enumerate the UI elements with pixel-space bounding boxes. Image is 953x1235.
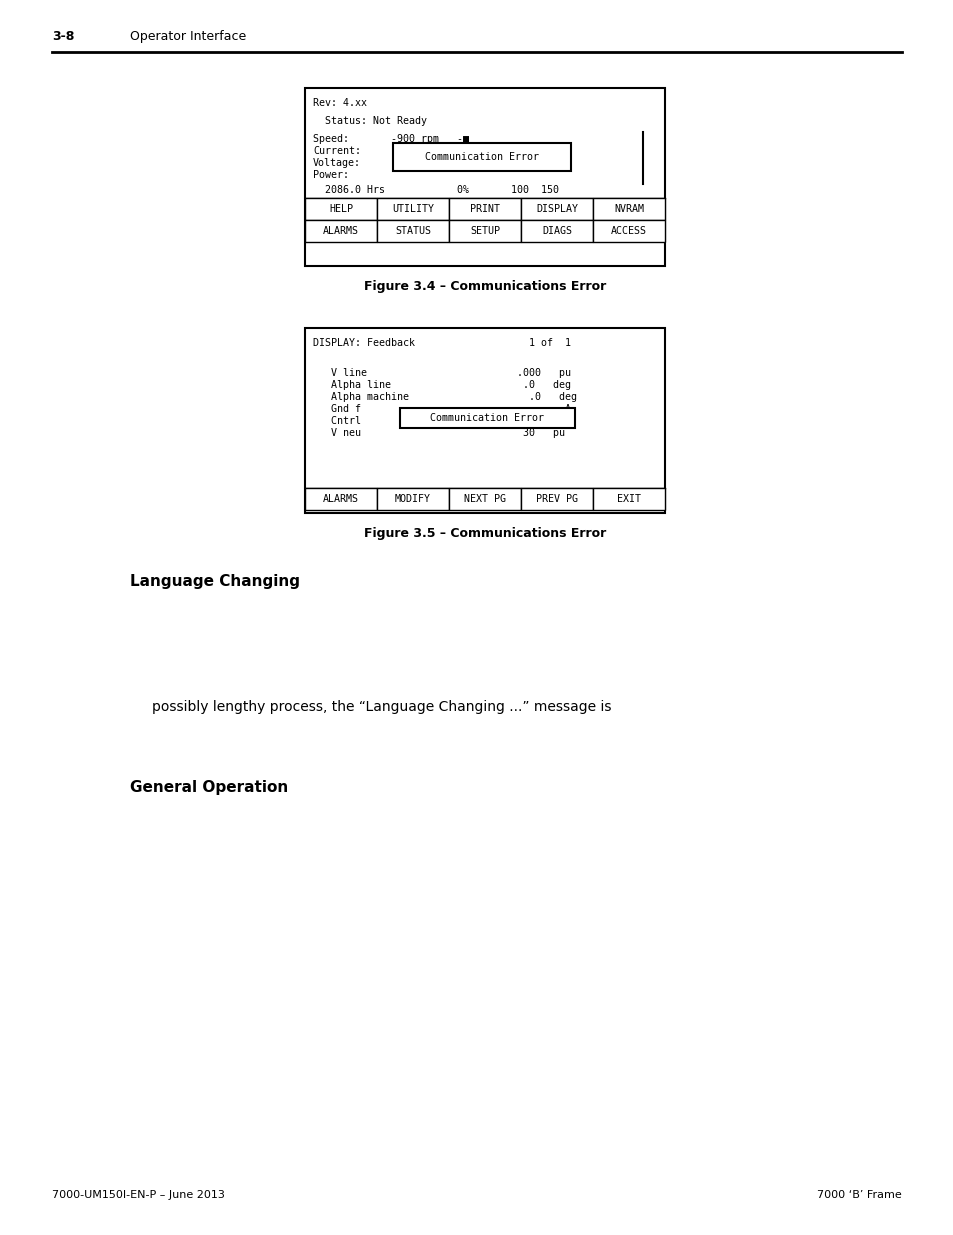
Bar: [376, 198, 449, 220]
Bar: [593, 220, 664, 242]
Text: 3-8: 3-8: [52, 30, 74, 43]
Bar: [305, 198, 376, 220]
Text: possibly lengthy process, the “Language Changing ...” message is: possibly lengthy process, the “Language …: [152, 700, 611, 714]
Text: ALARMS: ALARMS: [323, 226, 358, 236]
Text: Gnd f                                  A: Gnd f A: [313, 404, 571, 414]
Text: V line                         .000   pu: V line .000 pu: [313, 368, 571, 378]
Text: DISPLAY: Feedback                   1 of  1: DISPLAY: Feedback 1 of 1: [313, 338, 571, 348]
Text: MODIFY: MODIFY: [395, 494, 431, 504]
Text: Alpha machine                    .0   deg: Alpha machine .0 deg: [313, 391, 577, 403]
Bar: [399, 408, 575, 429]
Bar: [593, 198, 664, 220]
Text: Language Changing: Language Changing: [130, 574, 299, 589]
Bar: [305, 488, 376, 510]
Text: ALARMS: ALARMS: [323, 494, 358, 504]
Bar: [305, 220, 376, 242]
Text: Cntrl                                  C: Cntrl C: [313, 416, 571, 426]
Text: 7000-UM150I-EN-P – June 2013: 7000-UM150I-EN-P – June 2013: [52, 1191, 225, 1200]
Text: Voltage:: Voltage:: [313, 158, 360, 168]
Text: UTILITY: UTILITY: [392, 204, 434, 214]
Text: Communication Error: Communication Error: [430, 412, 544, 424]
Bar: [520, 198, 593, 220]
Bar: [376, 220, 449, 242]
Bar: [449, 198, 520, 220]
Text: NEXT PG: NEXT PG: [463, 494, 505, 504]
Text: Communication Error: Communication Error: [424, 152, 538, 162]
Text: 7000 ‘B’ Frame: 7000 ‘B’ Frame: [817, 1191, 901, 1200]
Bar: [393, 143, 571, 170]
Text: HELP: HELP: [329, 204, 353, 214]
Text: PRINT: PRINT: [470, 204, 499, 214]
Text: NVRAM: NVRAM: [614, 204, 643, 214]
Bar: [305, 88, 664, 266]
Text: Speed:       -900 rpm   -■: Speed: -900 rpm -■: [313, 135, 469, 144]
Bar: [376, 488, 449, 510]
Text: Alpha line                      .0   deg: Alpha line .0 deg: [313, 380, 571, 390]
Bar: [449, 488, 520, 510]
Text: ACCESS: ACCESS: [610, 226, 646, 236]
Bar: [305, 329, 664, 513]
Bar: [449, 220, 520, 242]
Text: EXIT: EXIT: [617, 494, 640, 504]
Text: Power:: Power:: [313, 170, 349, 180]
Text: DISPLAY: DISPLAY: [536, 204, 578, 214]
Text: V neu                           30   pu: V neu 30 pu: [313, 429, 564, 438]
Text: DIAGS: DIAGS: [541, 226, 572, 236]
Text: STATUS: STATUS: [395, 226, 431, 236]
Text: 2086.0 Hrs            0%       100  150: 2086.0 Hrs 0% 100 150: [313, 185, 558, 195]
Text: Figure 3.4 – Communications Error: Figure 3.4 – Communications Error: [363, 280, 605, 293]
Text: General Operation: General Operation: [130, 781, 288, 795]
Text: Figure 3.5 – Communications Error: Figure 3.5 – Communications Error: [363, 527, 605, 540]
Bar: [593, 488, 664, 510]
Text: Current:: Current:: [313, 146, 360, 156]
Text: Operator Interface: Operator Interface: [130, 30, 246, 43]
Text: PREV PG: PREV PG: [536, 494, 578, 504]
Bar: [520, 488, 593, 510]
Text: Rev: 4.xx: Rev: 4.xx: [313, 98, 367, 107]
Bar: [520, 220, 593, 242]
Text: SETUP: SETUP: [470, 226, 499, 236]
Text: Status: Not Ready: Status: Not Ready: [313, 116, 427, 126]
